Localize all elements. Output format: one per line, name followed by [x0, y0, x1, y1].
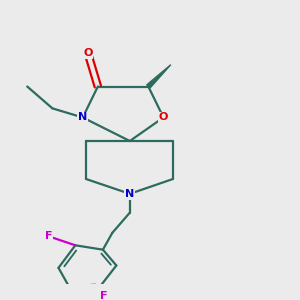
Text: O: O — [83, 48, 92, 58]
Text: F: F — [45, 231, 52, 241]
Text: N: N — [78, 112, 87, 122]
Polygon shape — [147, 64, 171, 88]
Text: F: F — [100, 291, 107, 300]
Text: N: N — [125, 189, 134, 199]
Text: O: O — [159, 112, 168, 122]
